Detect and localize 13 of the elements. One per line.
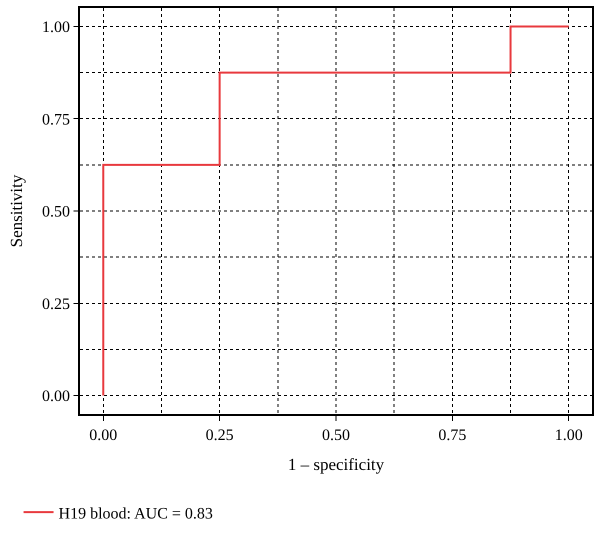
y-tick-label: 0.25	[42, 296, 70, 313]
legend-label: H19 blood: AUC = 0.83	[58, 505, 213, 522]
y-tick-label: 1.00	[42, 19, 70, 36]
y-axis-title: Sensitivity	[7, 174, 26, 248]
x-tick-label: 0.50	[322, 426, 350, 444]
x-tick-label: 0.75	[438, 426, 466, 444]
y-tick-label: 0.50	[42, 204, 70, 221]
y-tick-label: 0.00	[42, 388, 70, 406]
x-tick-label: 1.00	[554, 426, 583, 444]
x-tick-label: 0.25	[206, 426, 234, 444]
y-tick-label: 0.75	[42, 111, 70, 128]
x-tick-label: 0.00	[89, 426, 118, 444]
x-axis-title: 1 – specificity	[288, 454, 385, 474]
